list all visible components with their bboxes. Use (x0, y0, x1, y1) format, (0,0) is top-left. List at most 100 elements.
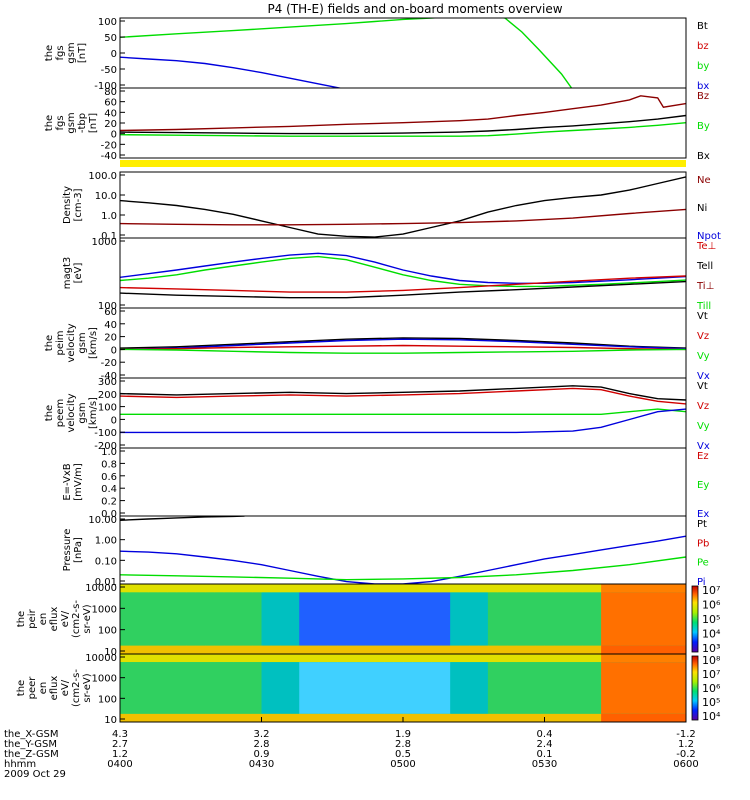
spec-cell (299, 662, 310, 714)
spec-cell (478, 654, 489, 663)
spec-cell (270, 713, 281, 722)
spec-cell (384, 592, 395, 646)
y-gsm-value: 2.7 (112, 739, 128, 750)
spec-cell (487, 584, 498, 593)
y-axis-label: Density (62, 186, 73, 224)
y-axis-label: sr-eV) (82, 673, 93, 702)
panel-7: Ez Ey Ex 1.00.8 0.60.4 0.20.0 E=-VxB [mV/m] (62, 447, 709, 520)
spec-cell (355, 592, 366, 646)
panel-frame (119, 17, 687, 89)
spec-cell (525, 713, 536, 722)
y-tick-label: 0.2 (101, 497, 117, 508)
spec-cell (403, 645, 414, 654)
spec-cell (403, 662, 414, 714)
spec-cell (563, 713, 574, 722)
y-tick-label: 1000 (92, 604, 117, 615)
spec-cell (553, 713, 564, 722)
spec-cell (167, 645, 178, 654)
y-axis-label: eflux (49, 676, 60, 701)
series-line-Ti⊥ (120, 252, 686, 284)
spec-cell (629, 654, 640, 663)
legend-label: Ti⊥ (696, 281, 714, 292)
y-axis-label: fgs (55, 45, 66, 60)
spec-cell (431, 713, 442, 722)
spec-cell (384, 713, 395, 722)
panel-frame (119, 447, 687, 517)
series-line-Te⊥ (120, 275, 686, 293)
y-tick-label: 60 (104, 98, 117, 109)
spec-cell (610, 645, 621, 654)
spec-cell (280, 713, 291, 722)
legend-label: by (697, 61, 709, 72)
spec-cell (176, 592, 187, 646)
spec-cell (252, 654, 263, 663)
series-line-Ne (120, 208, 686, 226)
y-tick-label: 100 (98, 626, 117, 637)
spec-cell (346, 654, 357, 663)
spec-cell (525, 645, 536, 654)
spec-cell (318, 662, 329, 714)
y-axis-label: eV/ (60, 679, 71, 696)
spec-cell (129, 713, 140, 722)
spec-cell (195, 592, 206, 646)
y-tick-label: 200 (98, 390, 117, 401)
colorbar-tick-label: 10⁵ (702, 696, 720, 709)
spec-cell (374, 592, 385, 646)
spec-cell (346, 592, 357, 646)
y-tick-label: 20 (104, 119, 117, 130)
spec-cell (195, 584, 206, 593)
spec-cell (431, 584, 442, 593)
spec-cell (629, 584, 640, 593)
spec-cell (186, 592, 197, 646)
spec-cell (469, 654, 480, 663)
spectrogram (120, 654, 686, 722)
spec-cell (214, 654, 225, 663)
y-axis-label: E=-VxB (62, 463, 73, 500)
spec-cell (421, 662, 432, 714)
y-axis-label: gsm (66, 112, 77, 133)
spec-cell (638, 592, 649, 646)
spec-cell (365, 662, 376, 714)
y-axis-label: the (44, 405, 55, 421)
legend-label: Vy (697, 351, 710, 362)
y-axis-label: velocity (66, 393, 77, 432)
spec-cell (252, 645, 263, 654)
spec-cell (365, 645, 376, 654)
spec-cell (412, 654, 423, 663)
spec-cell (525, 654, 536, 663)
spec-cell (601, 662, 612, 714)
y-axis-label: eflux (49, 607, 60, 632)
y-axis-label: [km/s] (88, 397, 99, 429)
spec-cell (676, 662, 686, 714)
series-line-Ni (120, 176, 686, 238)
spec-cell (478, 592, 489, 646)
y-axis-label: [mV/m] (73, 463, 84, 501)
spec-cell (440, 645, 451, 654)
spec-cell (544, 654, 555, 663)
spec-cell (459, 662, 470, 714)
spec-cell (129, 662, 140, 714)
spec-cell (553, 584, 564, 593)
spec-cell (261, 662, 272, 714)
y-tick-label: 60 (104, 307, 117, 318)
spec-cell (469, 592, 480, 646)
spec-cell (374, 662, 385, 714)
series-line-Vt (120, 337, 686, 349)
legend-label: Vt (697, 381, 708, 392)
spec-cell (261, 584, 272, 593)
spec-cell (138, 592, 149, 646)
x-date-label: 2009 Oct 29 (4, 769, 66, 780)
spec-cell (138, 654, 149, 663)
series-group (120, 516, 686, 584)
spec-cell (601, 654, 612, 663)
spec-cell (186, 662, 197, 714)
spec-cell (506, 584, 517, 593)
spec-cell (421, 654, 432, 663)
spec-cell (167, 592, 178, 646)
x-gsm-value: 1.9 (395, 729, 411, 740)
panel-3: Ne Ni Npot 100.0 10.0 1.0 0.1 Density [cm-3] (62, 171, 721, 242)
y-tick-label: -20 (101, 140, 117, 151)
spec-cell (572, 662, 583, 714)
spec-cell (657, 645, 668, 654)
